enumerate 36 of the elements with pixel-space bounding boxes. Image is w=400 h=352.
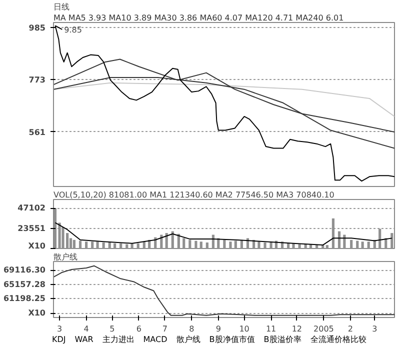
text: 全流通价格比较 bbox=[310, 335, 366, 344]
y-tick-label: X10 bbox=[28, 308, 46, 318]
x-tick-label: 2 bbox=[348, 324, 354, 334]
x-tick-label: 3 bbox=[372, 324, 378, 334]
chart-title: 散户线 bbox=[54, 252, 78, 262]
text: KDJ bbox=[52, 335, 66, 344]
y-tick-label: 61198.25 bbox=[3, 294, 46, 304]
chart-title: VOL(5,10,20) 81081.00 MA1 121340.60 MA2 77546.50 MA3 70840.10 bbox=[54, 190, 334, 200]
x-tick-label: 7 bbox=[162, 324, 168, 334]
y-tick-label: 773 bbox=[28, 76, 46, 85]
x-tick-label: 6 bbox=[136, 324, 142, 334]
x-tick-label: 11 bbox=[266, 324, 276, 334]
x-tick-label: 3 bbox=[57, 324, 62, 334]
y-tick-label: 47102 bbox=[18, 204, 46, 213]
x-tick-label: 5 bbox=[110, 324, 115, 334]
y-tick-label: X10 bbox=[28, 242, 46, 250]
x-tick-label: 10 bbox=[239, 324, 250, 334]
y-tick-label: 69116.30 bbox=[3, 266, 46, 275]
x-tick-label: 4 bbox=[84, 324, 89, 334]
x-tick-label: 2005 bbox=[314, 324, 334, 334]
text: MACD bbox=[143, 335, 168, 344]
text: B股溢价率 bbox=[264, 335, 302, 344]
y-tick-label: 23551 bbox=[18, 224, 46, 233]
text: 散户线 bbox=[176, 335, 200, 344]
chart-title: 日线 bbox=[54, 2, 70, 12]
x-tick-label: 8 bbox=[189, 324, 194, 334]
annotation: 9.85 bbox=[64, 25, 82, 34]
y-tick-label: 561 bbox=[28, 128, 46, 137]
chart-subtitle: MA MA5 3.93 MA10 3.89 MA30 3.86 MA60 4.07 MA120 4.71 MA240 6.01 bbox=[54, 14, 344, 22]
x-tick-label: 9 bbox=[216, 324, 221, 334]
y-tick-label: 65157.28 bbox=[3, 280, 46, 289]
y-tick-label: 985 bbox=[28, 23, 46, 32]
x-tick-label: 12 bbox=[292, 324, 302, 334]
text: 主力进出 bbox=[102, 335, 134, 344]
text: WAR bbox=[74, 335, 94, 344]
text: B股净值市值 bbox=[209, 335, 255, 344]
